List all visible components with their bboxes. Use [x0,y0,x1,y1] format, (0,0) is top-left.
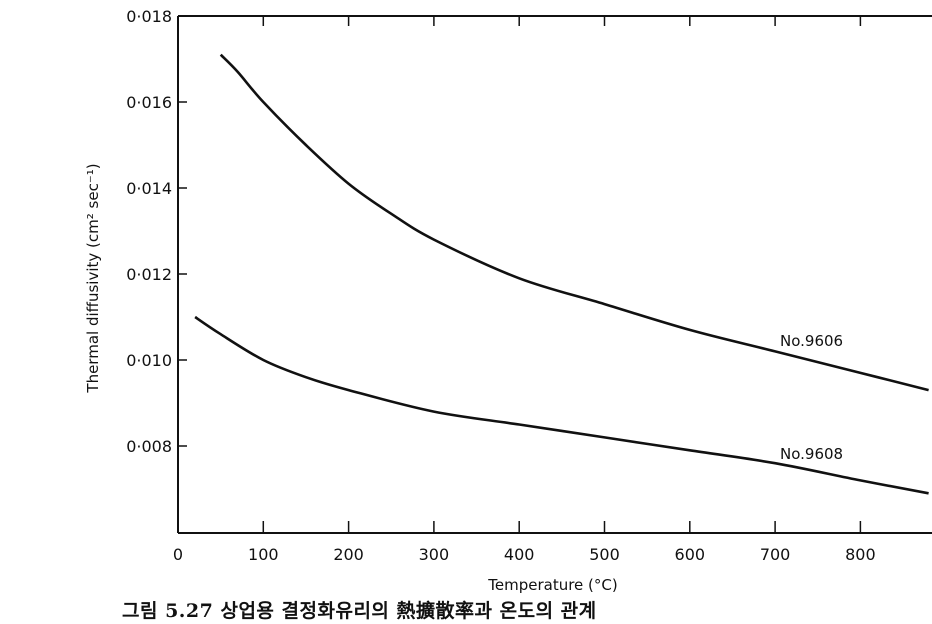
series-line-1 [219,53,929,392]
series-line-2 [194,315,929,495]
y-tick-label: 0·010 [126,351,172,370]
x-tick-label: 100 [248,545,279,564]
x-tick-label: 0 [173,545,183,564]
y-tick-label: 0·018 [126,7,172,26]
x-tick-label: 800 [845,545,876,564]
y-tick-label: 0·012 [126,265,172,284]
y-tick-label: 0·008 [126,437,172,456]
x-tick-label: 500 [589,545,620,564]
thermal-diffusivity-chart: 0 100 200 300 400 500 600 700 800 0·008 0·010 0·01… [84,7,932,594]
x-tick-label: 300 [419,545,450,564]
series-label-2: No.9608 [780,445,843,463]
y-tick-label: 0·014 [126,179,172,198]
y-axis-title: Thermal diffusivity (cm² sec⁻¹) [84,163,102,393]
figure-caption: 그림 5.27 상업용 결정화유리의 熱擴散率과 온도의 관계 [122,600,597,622]
x-tick-label: 400 [504,545,535,564]
series-label-1: No.9606 [780,332,843,350]
x-axis-title: Temperature (°C) [487,576,617,594]
x-tick-label: 600 [675,545,706,564]
y-tick-label: 0·016 [126,93,172,112]
x-tick-label: 200 [333,545,364,564]
x-tick-label: 700 [760,545,791,564]
